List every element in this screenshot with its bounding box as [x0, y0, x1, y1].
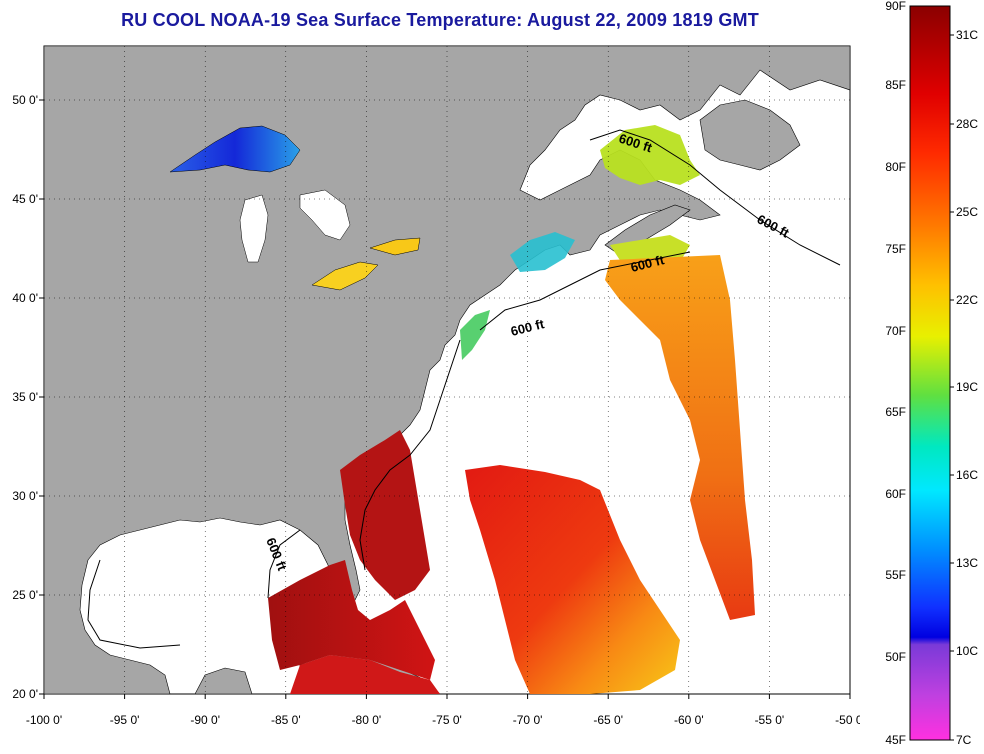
lake-michigan	[239, 194, 269, 263]
lon-tick-label: -60 0'	[674, 713, 704, 727]
sst-caribbean	[290, 655, 440, 694]
colorbar-gradient	[909, 5, 951, 741]
lake-ontario	[369, 237, 421, 256]
isobath-600ft	[87, 129, 841, 649]
temperature-colorbar: 90F 85F 80F 75F 70F 65F 60F 55F 50F 45F 31C 28C 25C…	[885, 0, 978, 747]
lon-tick-label: -90 0'	[190, 713, 220, 727]
celsius-label: 19C	[956, 380, 978, 394]
celsius-label: 10C	[956, 644, 978, 658]
fahrenheit-label: 50F	[885, 650, 906, 664]
celsius-label: 13C	[956, 556, 978, 570]
lake-huron	[299, 189, 351, 241]
fahrenheit-label: 65F	[885, 405, 906, 419]
lon-tick-label: -75 0'	[432, 713, 462, 727]
fahrenheit-label: 60F	[885, 487, 906, 501]
lat-tick-label: 20 0'	[12, 687, 38, 701]
latitude-ticks: 50 0' 45 0' 40 0' 35 0' 30 0' 25 0' 20 0'	[12, 93, 44, 701]
land-yucatan	[194, 667, 253, 694]
sst-map: -100 0' -95 0' -90 0' -85 0' -80 0' -75 0' -70…	[12, 45, 860, 727]
lon-tick-label: -100 0'	[26, 713, 62, 727]
land-newfoundland	[699, 99, 801, 171]
lat-tick-label: 35 0'	[12, 390, 38, 404]
fahrenheit-label: 85F	[885, 78, 906, 92]
lon-tick-label: -50 0'	[835, 713, 860, 727]
lon-tick-label: -85 0'	[271, 713, 301, 727]
lon-tick-label: -65 0'	[593, 713, 623, 727]
lon-tick-label: -70 0'	[513, 713, 543, 727]
celsius-label: 28C	[956, 117, 978, 131]
lat-tick-label: 30 0'	[12, 489, 38, 503]
sst-gulf-st-lawrence	[600, 125, 700, 185]
celsius-label: 22C	[956, 293, 978, 307]
lon-tick-label: -55 0'	[755, 713, 785, 727]
lat-tick-label: 25 0'	[12, 588, 38, 602]
lon-tick-label: -80 0'	[352, 713, 382, 727]
celsius-label: 7C	[956, 733, 972, 747]
lat-tick-label: 45 0'	[12, 192, 38, 206]
map-title: RU COOL NOAA-19 Sea Surface Temperature:…	[121, 10, 759, 30]
fahrenheit-label: 55F	[885, 568, 906, 582]
fahrenheit-label: 45F	[885, 733, 906, 747]
sst-gulf-mexico	[268, 560, 435, 680]
lon-tick-label: -95 0'	[110, 713, 140, 727]
sst-mid-atlantic	[460, 310, 490, 360]
celsius-label: 25C	[956, 205, 978, 219]
fahrenheit-label: 90F	[885, 0, 906, 13]
fahrenheit-labels: 90F 85F 80F 75F 70F 65F 60F 55F 50F 45F	[885, 0, 906, 747]
celsius-labels: 31C 28C 25C 22C 19C 16C 13C 10C 7C	[950, 28, 978, 747]
graticule	[44, 46, 850, 694]
fahrenheit-label: 75F	[885, 242, 906, 256]
fahrenheit-label: 70F	[885, 324, 906, 338]
fahrenheit-label: 80F	[885, 160, 906, 174]
sst-east-swath	[605, 255, 755, 620]
sst-central-swath	[465, 465, 680, 694]
lake-superior	[169, 125, 301, 173]
celsius-label: 16C	[956, 468, 978, 482]
longitude-ticks: -100 0' -95 0' -90 0' -85 0' -80 0' -75 0' -70…	[26, 694, 860, 727]
celsius-label: 31C	[956, 28, 978, 42]
lat-tick-label: 40 0'	[12, 291, 38, 305]
lat-tick-label: 50 0'	[12, 93, 38, 107]
lake-erie	[311, 261, 379, 291]
sst-gulf-maine	[510, 232, 575, 272]
